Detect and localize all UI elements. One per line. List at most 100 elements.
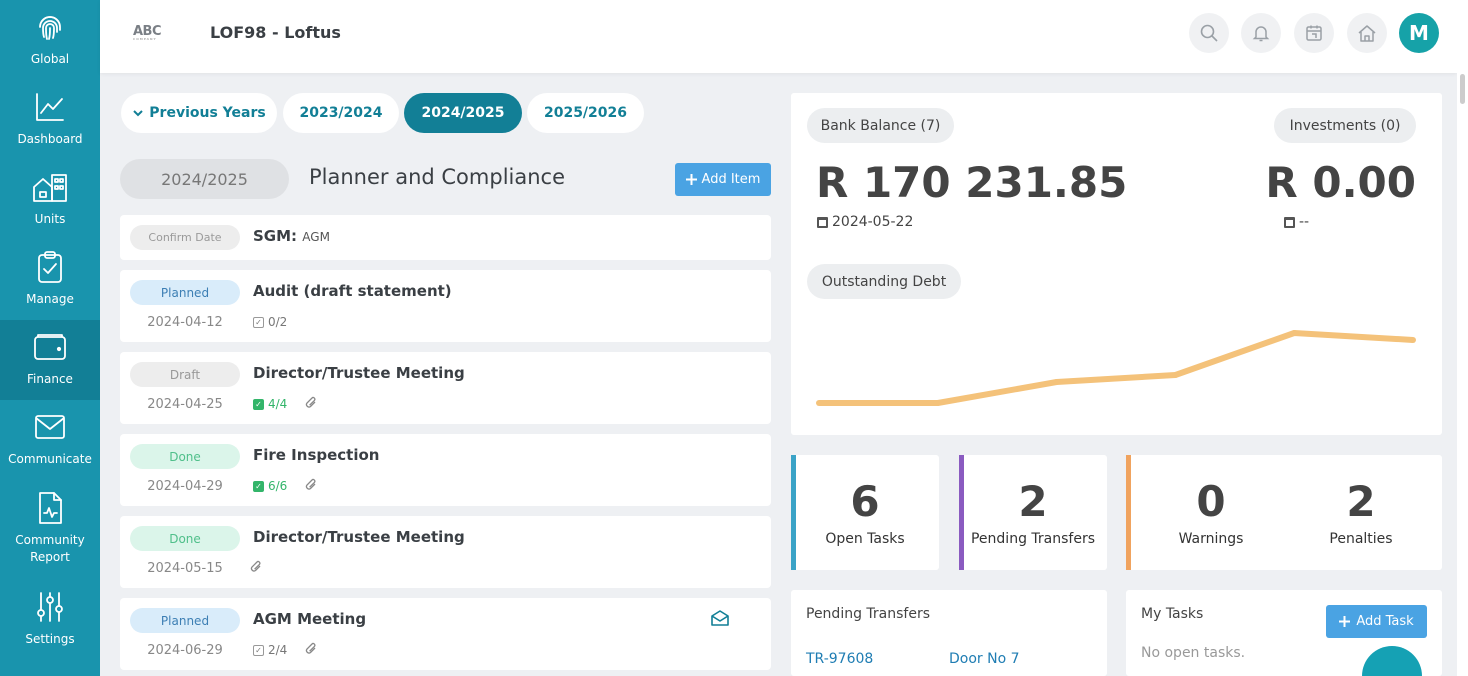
status-badge: Planned bbox=[130, 608, 240, 633]
sidebar-item-community-report[interactable]: Community Report bbox=[0, 480, 100, 578]
sidebar-item-dashboard[interactable]: Dashboard bbox=[0, 80, 100, 160]
investments-pill[interactable]: Investments (0) bbox=[1274, 108, 1416, 143]
add-task-label: Add Task bbox=[1356, 614, 1414, 629]
debt-data-point bbox=[1053, 379, 1060, 385]
sidebar-item-finance[interactable]: Finance bbox=[0, 320, 100, 400]
paperclip-icon[interactable] bbox=[305, 396, 317, 414]
calendar-icon bbox=[817, 216, 828, 228]
outstanding-debt-pill[interactable]: Outstanding Debt bbox=[807, 264, 961, 299]
search-button[interactable] bbox=[1189, 13, 1229, 53]
add-item-button[interactable]: Add Item bbox=[675, 163, 771, 196]
tab-2025-2026[interactable]: 2025/2026 bbox=[527, 93, 644, 133]
debt-data-point bbox=[1291, 330, 1298, 336]
planner-title: Planner and Compliance bbox=[309, 165, 566, 189]
investments-amount: R 0.00 bbox=[1265, 158, 1416, 207]
user-avatar[interactable]: M bbox=[1399, 13, 1439, 53]
debt-data-point bbox=[816, 400, 822, 406]
stat-penalties[interactable]: 2 Penalties bbox=[1286, 455, 1436, 570]
top-header: ABC COMPANY LOF98 - Loftus M bbox=[100, 0, 1457, 73]
sidebar-item-communicate[interactable]: Communicate bbox=[0, 400, 100, 480]
logo-text: ABC bbox=[133, 24, 162, 39]
sidebar-item-label: Settings bbox=[25, 632, 75, 646]
page-title: LOF98 - Loftus bbox=[210, 23, 341, 42]
company-logo[interactable]: ABC COMPANY bbox=[133, 24, 162, 41]
sidebar-item-settings[interactable]: Settings bbox=[0, 578, 100, 660]
sidebar-item-label: Global bbox=[30, 52, 70, 66]
planner-item[interactable]: Done Fire Inspection 2024-04-29 ✓ 6/6 bbox=[120, 434, 771, 506]
investments-date: -- bbox=[1284, 214, 1309, 230]
status-badge: Draft bbox=[130, 362, 240, 387]
planner-item-title: Fire Inspection bbox=[253, 446, 380, 464]
paperclip-icon[interactable] bbox=[305, 478, 317, 496]
calendar-icon bbox=[1306, 25, 1322, 41]
planner-item[interactable]: Confirm Date SGM: AGM bbox=[120, 215, 771, 260]
envelope-open-icon[interactable] bbox=[710, 609, 730, 631]
checkbox-icon: ✓ bbox=[253, 644, 264, 656]
planner-item[interactable]: Planned AGM Meeting 2024-06-29 ✓ 2/4 bbox=[120, 598, 771, 670]
home-button[interactable] bbox=[1347, 13, 1387, 53]
planner-item-title: SGM: AGM bbox=[253, 227, 330, 245]
stat-warnings[interactable]: 0 Warnings bbox=[1131, 455, 1291, 570]
paperclip-icon[interactable] bbox=[305, 642, 317, 660]
pending-transfers-title: Pending Transfers bbox=[806, 606, 931, 622]
notifications-button[interactable] bbox=[1241, 13, 1281, 53]
checklist-count: 6/6 bbox=[268, 479, 288, 493]
stat-label: Open Tasks bbox=[825, 531, 905, 547]
bank-balance-amount: R 170 231.85 bbox=[816, 158, 1128, 207]
paperclip-icon[interactable] bbox=[250, 560, 262, 578]
status-badge: Done bbox=[130, 526, 240, 551]
logo-subtext: COMPANY bbox=[133, 37, 157, 41]
search-icon bbox=[1200, 24, 1218, 42]
checklist-count: 0/2 bbox=[268, 315, 288, 329]
status-badge: Planned bbox=[130, 280, 240, 305]
planner-item-title: Audit (draft statement) bbox=[253, 282, 452, 300]
calendar-button[interactable] bbox=[1294, 13, 1334, 53]
checkbox-checked-icon: ✓ bbox=[253, 398, 264, 410]
transfer-ref-link[interactable]: TR-97608 bbox=[806, 651, 874, 667]
stat-value: 6 bbox=[850, 477, 880, 526]
sidebar-item-units[interactable]: Units bbox=[0, 160, 100, 240]
bank-balance-pill[interactable]: Bank Balance (7) bbox=[807, 108, 954, 143]
planner-item-title: AGM Meeting bbox=[253, 610, 367, 628]
checklist-count: 4/4 bbox=[268, 397, 288, 411]
stat-pending-transfers[interactable]: 2 Pending Transfers bbox=[959, 455, 1107, 570]
sidebar: Global Dashboard Units Manage bbox=[0, 0, 100, 676]
stat-open-tasks[interactable]: 6 Open Tasks bbox=[791, 455, 939, 570]
stat-accent bbox=[1126, 455, 1131, 570]
no-tasks-message: No open tasks. bbox=[1141, 645, 1246, 661]
title-text: SGM: bbox=[253, 227, 298, 245]
checklist-count: 2/4 bbox=[268, 643, 288, 657]
page-scrollbar[interactable] bbox=[1457, 0, 1468, 676]
stat-label: Penalties bbox=[1329, 531, 1393, 547]
planner-year-pill: 2024/2025 bbox=[120, 159, 289, 199]
sidebar-item-global[interactable]: Global bbox=[0, 0, 100, 80]
planner-item-date: 2024-04-29 bbox=[147, 479, 223, 494]
scrollbar-thumb[interactable] bbox=[1460, 74, 1465, 104]
stat-label: Pending Transfers bbox=[970, 531, 1095, 547]
sidebar-item-label: Manage bbox=[26, 292, 74, 306]
sliders-icon bbox=[32, 589, 68, 625]
pending-transfers-panel: Pending Transfers TR-97608 Door No 7 bbox=[791, 590, 1107, 676]
calendar-icon bbox=[1284, 216, 1295, 228]
finance-panel: Bank Balance (7) Investments (0) R 170 2… bbox=[791, 93, 1442, 435]
checkbox-checked-icon: ✓ bbox=[253, 480, 264, 492]
planner-item[interactable]: Draft Director/Trustee Meeting 2024-04-2… bbox=[120, 352, 771, 424]
wallet-icon bbox=[32, 329, 68, 365]
checklist-progress: ✓ 2/4 bbox=[253, 643, 287, 657]
fingerprint-icon bbox=[32, 9, 68, 45]
debt-data-point bbox=[1172, 372, 1179, 378]
report-icon bbox=[32, 490, 68, 526]
debt-series-line bbox=[819, 330, 1414, 406]
add-task-button[interactable]: Add Task bbox=[1326, 605, 1427, 638]
planner-item-title: Director/Trustee Meeting bbox=[253, 528, 465, 546]
planner-item[interactable]: Planned Audit (draft statement) 2024-04-… bbox=[120, 270, 771, 342]
sidebar-item-label: Finance bbox=[27, 372, 73, 386]
sidebar-item-manage[interactable]: Manage bbox=[0, 240, 100, 320]
tab-2024-2025[interactable]: 2024/2025 bbox=[404, 93, 522, 133]
debt-data-point bbox=[934, 400, 941, 406]
planner-item[interactable]: Done Director/Trustee Meeting 2024-05-15 bbox=[120, 516, 771, 588]
planner-item-date: 2024-06-29 bbox=[147, 643, 223, 658]
transfer-unit-link[interactable]: Door No 7 bbox=[949, 651, 1020, 667]
tab-2023-2024[interactable]: 2023/2024 bbox=[283, 93, 399, 133]
previous-years-dropdown[interactable]: Previous Years bbox=[121, 93, 277, 133]
